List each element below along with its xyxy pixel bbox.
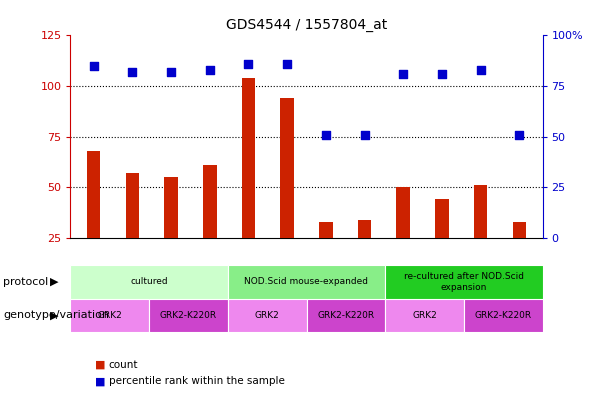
Bar bbox=[70, 299, 149, 332]
Text: ▶: ▶ bbox=[50, 310, 58, 320]
Bar bbox=[512, 222, 526, 238]
Text: count: count bbox=[109, 360, 138, 370]
Title: GDS4544 / 1557804_at: GDS4544 / 1557804_at bbox=[226, 18, 387, 31]
Point bbox=[89, 62, 99, 69]
Point bbox=[476, 67, 485, 73]
Bar bbox=[228, 299, 306, 332]
Point bbox=[360, 131, 370, 138]
Point bbox=[282, 61, 292, 67]
Bar bbox=[228, 265, 385, 299]
Bar bbox=[397, 187, 410, 238]
Bar bbox=[306, 299, 385, 332]
Text: protocol: protocol bbox=[3, 277, 48, 287]
Text: GRK2: GRK2 bbox=[255, 311, 280, 320]
Point bbox=[243, 61, 253, 67]
Text: cultured: cultured bbox=[131, 277, 168, 286]
Text: re-cultured after NOD.Scid
expansion: re-cultured after NOD.Scid expansion bbox=[404, 272, 524, 292]
Bar bbox=[87, 151, 101, 238]
Text: ▶: ▶ bbox=[50, 277, 58, 287]
Text: GRK2: GRK2 bbox=[412, 311, 437, 320]
Text: NOD.Scid mouse-expanded: NOD.Scid mouse-expanded bbox=[245, 277, 368, 286]
Text: ■: ■ bbox=[95, 376, 105, 386]
Bar bbox=[203, 165, 216, 238]
Point bbox=[437, 71, 447, 77]
Text: percentile rank within the sample: percentile rank within the sample bbox=[109, 376, 284, 386]
Text: ■: ■ bbox=[95, 360, 105, 370]
Bar bbox=[319, 222, 333, 238]
Point bbox=[514, 131, 524, 138]
Point bbox=[398, 71, 408, 77]
Text: genotype/variation: genotype/variation bbox=[3, 310, 109, 320]
Bar bbox=[385, 265, 543, 299]
Bar bbox=[280, 98, 294, 238]
Point bbox=[321, 131, 331, 138]
Text: GRK2-K220R: GRK2-K220R bbox=[160, 311, 217, 320]
Bar bbox=[464, 299, 543, 332]
Text: GRK2-K220R: GRK2-K220R bbox=[474, 311, 531, 320]
Text: GRK2: GRK2 bbox=[97, 311, 122, 320]
Bar bbox=[435, 199, 449, 238]
Bar bbox=[126, 173, 139, 238]
Point bbox=[166, 69, 176, 75]
Bar bbox=[70, 265, 228, 299]
Bar bbox=[358, 220, 371, 238]
Bar bbox=[385, 299, 464, 332]
Bar bbox=[149, 299, 228, 332]
Bar bbox=[164, 177, 178, 238]
Bar bbox=[474, 185, 487, 238]
Text: GRK2-K220R: GRK2-K220R bbox=[318, 311, 375, 320]
Point bbox=[128, 69, 137, 75]
Point bbox=[205, 67, 215, 73]
Bar bbox=[242, 78, 255, 238]
